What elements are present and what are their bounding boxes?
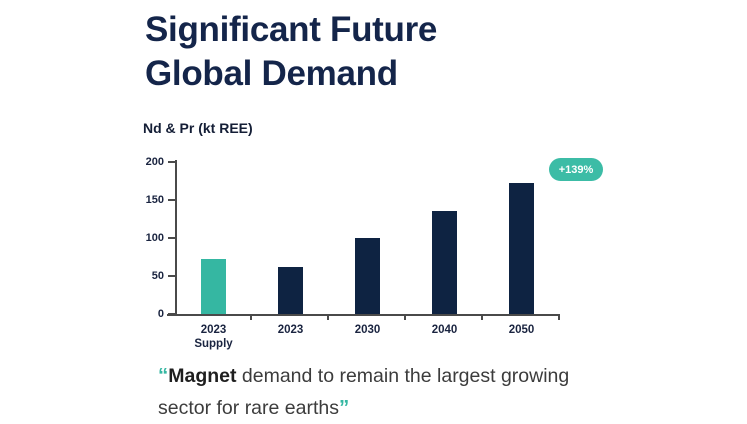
quote-line-2: sector for rare earths” (158, 392, 648, 424)
bar-chart-plot-area: 0 50 100 150 200 2023 Supply 2023 2030 2040 2050 (146, 156, 560, 350)
quote-bold-word: Magnet (168, 365, 237, 387)
bar-2030 (355, 238, 380, 314)
x-axis-label-2023: 2023 (277, 324, 304, 336)
bar-2023-supply (201, 259, 226, 314)
bar-2023 (278, 266, 303, 314)
page-title-line1: Significant Future (145, 10, 438, 49)
bar-2050 (509, 183, 534, 314)
x-axis-label-2040: 2040 (431, 324, 458, 336)
y-axis-tick-200 (168, 161, 175, 163)
y-axis-tick-0 (168, 313, 175, 315)
page-title-line2: Global Demand (145, 54, 398, 93)
bar-2040 (432, 211, 457, 314)
x-axis-tick-1 (250, 314, 252, 320)
growth-badge: +139% (549, 158, 603, 181)
quote-line1-text: demand to remain the largest growing (236, 365, 570, 387)
x-axis-tick-4 (481, 314, 483, 320)
x-axis-tick-5 (558, 314, 560, 320)
y-axis-tick-100 (168, 237, 175, 239)
y-axis-label-100: 100 (145, 232, 164, 244)
y-axis-line (175, 160, 177, 314)
x-axis-line (167, 314, 560, 316)
x-axis-label-2050: 2050 (508, 324, 535, 336)
y-axis-label-150: 150 (145, 194, 164, 206)
y-axis-label-50: 50 (151, 270, 164, 282)
quote-line-1: “Magnet demand to remain the largest gro… (158, 360, 648, 392)
y-axis-tick-150 (168, 199, 175, 201)
y-axis-tick-50 (168, 275, 175, 277)
close-quote-mark: ” (338, 396, 350, 419)
y-axis-label-0: 0 (157, 308, 164, 320)
open-quote-mark: “ (158, 364, 169, 387)
chart-unit-label: Nd & Pr (kt REE) (143, 120, 253, 136)
quote-line2-text: sector for rare earths (158, 397, 339, 419)
x-axis-label-2030: 2030 (354, 324, 381, 336)
y-axis-label-200: 200 (145, 156, 164, 168)
x-axis-tick-3 (404, 314, 406, 320)
x-axis-label-2023-supply: 2023 Supply (194, 324, 233, 350)
x-axis-tick-2 (327, 314, 329, 320)
page-title: Significant Future Global Demand (145, 8, 437, 96)
quote-block: “Magnet demand to remain the largest gro… (158, 360, 648, 424)
